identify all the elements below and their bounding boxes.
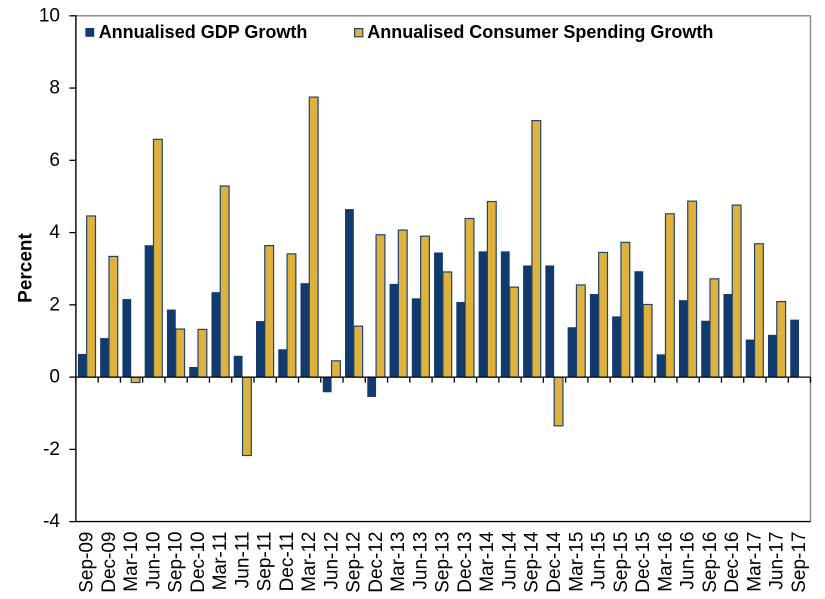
svg-text:Sep-14: Sep-14 xyxy=(522,531,543,593)
svg-text:Sep-15: Sep-15 xyxy=(611,532,632,593)
svg-text:Sep-17: Sep-17 xyxy=(789,532,810,593)
svg-text:Jun-12: Jun-12 xyxy=(321,532,342,590)
svg-text:Sep-10: Sep-10 xyxy=(166,532,187,593)
svg-text:Jun-11: Jun-11 xyxy=(232,532,253,589)
svg-text:Mar-13: Mar-13 xyxy=(388,532,409,592)
svg-text:Sep-13: Sep-13 xyxy=(433,532,454,593)
svg-text:Annualised Consumer Spending G: Annualised Consumer Spending Growth xyxy=(367,22,713,42)
svg-text:-2: -2 xyxy=(43,439,60,460)
svg-text:Dec-14: Dec-14 xyxy=(544,531,565,593)
svg-text:Annualised GDP Growth: Annualised GDP Growth xyxy=(99,22,308,42)
svg-text:-4: -4 xyxy=(43,511,60,532)
svg-text:Dec-11: Dec-11 xyxy=(277,532,298,592)
svg-text:Mar-11: Mar-11 xyxy=(210,532,231,591)
svg-text:Percent: Percent xyxy=(16,232,37,302)
svg-text:Jun-14: Jun-14 xyxy=(499,531,520,590)
svg-text:6: 6 xyxy=(49,150,60,171)
svg-text:Sep-16: Sep-16 xyxy=(700,532,721,593)
svg-text:Jun-17: Jun-17 xyxy=(767,532,788,590)
svg-text:Mar-14: Mar-14 xyxy=(477,531,498,592)
svg-text:Jun-15: Jun-15 xyxy=(589,532,610,590)
svg-text:Sep-09: Sep-09 xyxy=(77,532,98,593)
svg-text:Jun-16: Jun-16 xyxy=(678,532,699,590)
svg-text:0: 0 xyxy=(49,367,60,388)
svg-text:Dec-15: Dec-15 xyxy=(633,532,654,593)
svg-text:Mar-16: Mar-16 xyxy=(655,532,676,592)
svg-text:Mar-12: Mar-12 xyxy=(299,532,320,592)
svg-text:Mar-15: Mar-15 xyxy=(566,532,587,592)
svg-text:Sep-12: Sep-12 xyxy=(344,532,365,593)
svg-text:Dec-13: Dec-13 xyxy=(455,532,476,593)
svg-text:2: 2 xyxy=(49,294,60,315)
svg-text:Jun-10: Jun-10 xyxy=(143,532,164,590)
svg-text:Mar-17: Mar-17 xyxy=(744,532,765,592)
svg-text:Mar-10: Mar-10 xyxy=(121,532,142,592)
svg-text:10: 10 xyxy=(39,5,60,26)
svg-text:4: 4 xyxy=(49,222,60,243)
svg-text:Dec-10: Dec-10 xyxy=(188,532,209,593)
svg-text:Dec-12: Dec-12 xyxy=(366,532,387,593)
svg-text:Dec-09: Dec-09 xyxy=(99,532,120,593)
svg-text:8: 8 xyxy=(49,78,60,99)
svg-text:Dec-16: Dec-16 xyxy=(722,532,743,593)
svg-text:Jun-13: Jun-13 xyxy=(410,532,431,590)
svg-text:Sep-11: Sep-11 xyxy=(255,532,276,592)
